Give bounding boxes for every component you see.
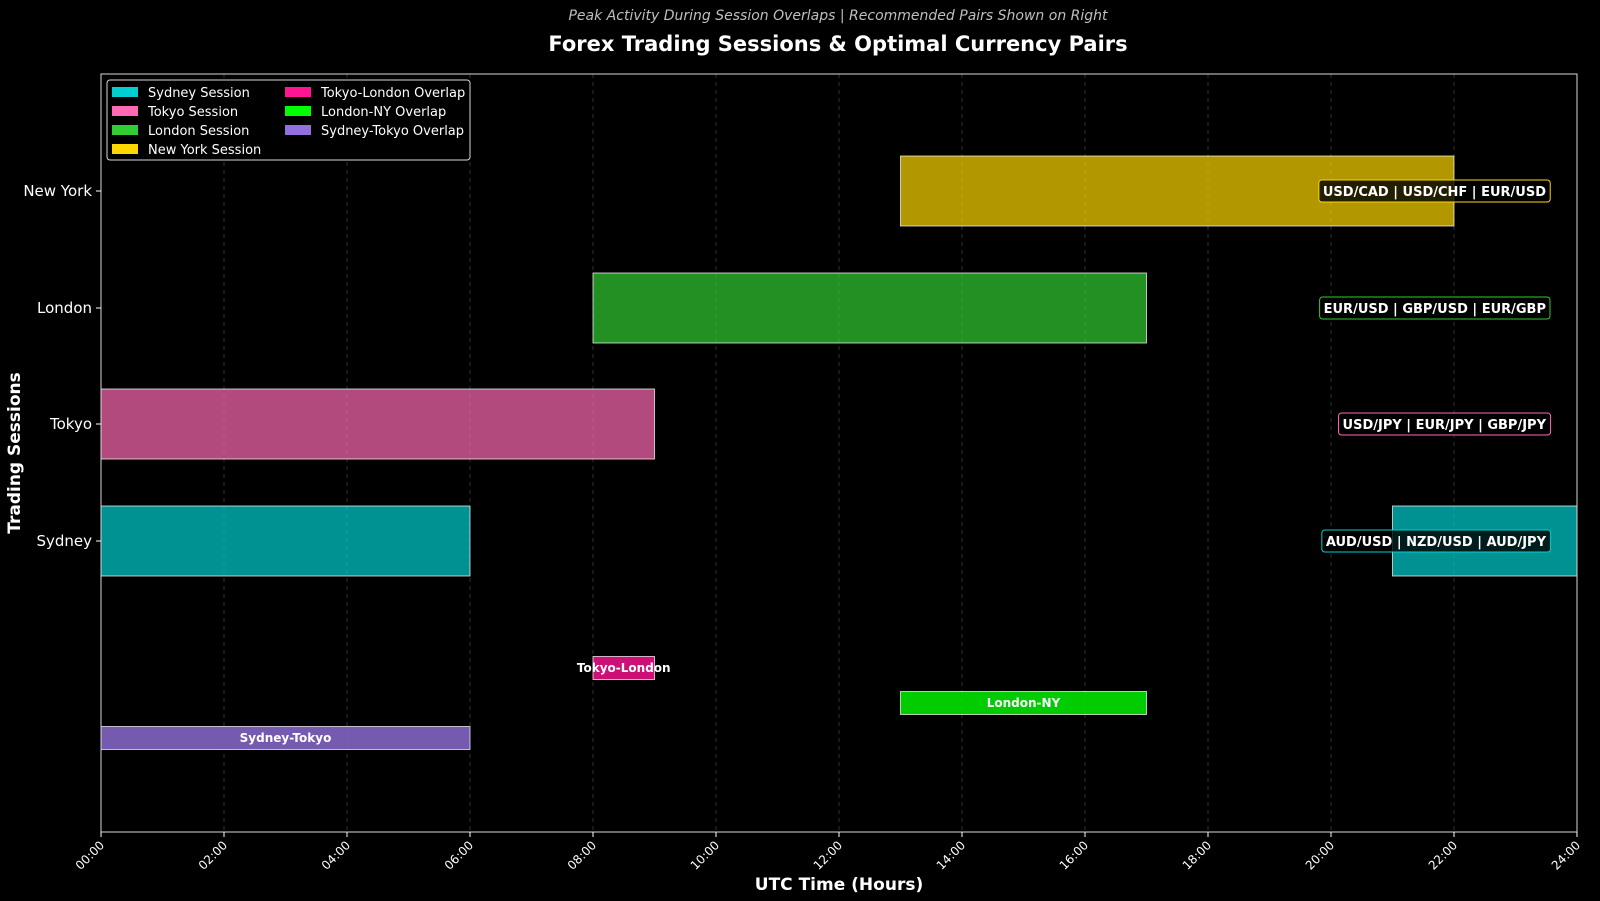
x-tick-label: 06:00 bbox=[442, 838, 476, 872]
y-tick-label: London bbox=[37, 299, 92, 317]
x-tick-label: 04:00 bbox=[319, 838, 353, 872]
legend-label-new-york-session: New York Session bbox=[148, 143, 261, 158]
y-tick-label: New York bbox=[23, 182, 92, 200]
x-axis-ticks: 00:00 02:00 04:00 06:00 08:00 10:00 12:00 14:00… bbox=[73, 832, 1583, 873]
x-tick-label: 10:00 bbox=[688, 838, 722, 872]
y-axis-ticks: Sydney Tokyo London New York bbox=[23, 182, 101, 550]
legend-swatch-new-york-session bbox=[112, 144, 138, 154]
overlap-bar-london-ny bbox=[900, 691, 1147, 715]
legend-swatch-tokyo-session bbox=[112, 106, 138, 116]
pair-labels: AUD/USD | NZD/USD | AUD/JPY USD/JPY | EUR… bbox=[1318, 179, 1552, 553]
legend-label-tokyo-session: Tokyo Session bbox=[147, 105, 238, 120]
x-tick-label: 24:00 bbox=[1549, 838, 1583, 872]
chart-title: Forex Trading Sessions & Optimal Currenc… bbox=[548, 32, 1127, 56]
pair-label-box bbox=[1318, 179, 1551, 203]
x-tick-label: 22:00 bbox=[1426, 838, 1460, 872]
legend-swatch-sydney-tokyo-overlap bbox=[285, 125, 311, 135]
x-tick-label: 02:00 bbox=[196, 838, 230, 872]
overlap-bars: Tokyo-London London-NY Sydney-Tokyo bbox=[100, 656, 1147, 750]
session-bar-tokyo bbox=[100, 388, 655, 460]
overlap-label-london-ny: London-NY bbox=[987, 696, 1061, 710]
legend-swatch-sydney-session bbox=[112, 87, 138, 97]
legend-label-sydney-tokyo-overlap: Sydney-Tokyo Overlap bbox=[321, 124, 464, 139]
x-tick-label: 12:00 bbox=[811, 838, 845, 872]
legend: Sydney Session Tokyo Session London Sessio… bbox=[106, 79, 471, 161]
chart-subtitle: Peak Activity During Session Overlaps | … bbox=[568, 8, 1108, 24]
x-tick-label: 14:00 bbox=[934, 838, 968, 872]
pair-label-tokyo: USD/JPY | EUR/JPY | GBP/JPY bbox=[1338, 412, 1552, 436]
legend-swatch-tokyo-london-overlap bbox=[285, 87, 311, 97]
y-tick-label: Sydney bbox=[36, 532, 92, 550]
pair-label-sydney: AUD/USD | NZD/USD | AUD/JPY bbox=[1321, 529, 1552, 553]
pair-label-london: EUR/USD | GBP/USD | EUR/GBP bbox=[1319, 296, 1551, 320]
session-bar-sydney bbox=[100, 505, 471, 577]
legend-label-sydney-session: Sydney Session bbox=[148, 86, 250, 101]
legend-swatch-london-session bbox=[112, 125, 138, 135]
pair-label-new-york: USD/CAD | USD/CHF | EUR/USD bbox=[1318, 179, 1551, 203]
legend-box bbox=[106, 79, 471, 161]
pair-label-box bbox=[1338, 412, 1552, 436]
pair-label-box bbox=[1321, 529, 1552, 553]
overlap-label-tokyo-london: Tokyo-London bbox=[577, 661, 671, 675]
overlap-bar-tokyo-london bbox=[592, 656, 655, 680]
pair-label-text: AUD/USD | NZD/USD | AUD/JPY bbox=[1326, 535, 1547, 550]
pair-label-text: USD/CAD | USD/CHF | EUR/USD bbox=[1323, 185, 1546, 200]
session-bars bbox=[100, 155, 1578, 577]
x-tick-label: 20:00 bbox=[1303, 838, 1337, 872]
pair-label-box bbox=[1319, 296, 1551, 320]
legend-label-london-ny-overlap: London-NY Overlap bbox=[321, 105, 446, 120]
pair-label-text: EUR/USD | GBP/USD | EUR/GBP bbox=[1324, 302, 1546, 317]
x-tick-label: 00:00 bbox=[73, 838, 107, 872]
y-tick-label: Tokyo bbox=[49, 415, 92, 433]
x-axis-title: UTC Time (Hours) bbox=[755, 875, 923, 895]
legend-swatch-london-ny-overlap bbox=[285, 106, 311, 116]
x-tick-label: 08:00 bbox=[565, 838, 599, 872]
overlap-label-sydney-tokyo: Sydney-Tokyo bbox=[240, 731, 332, 745]
y-axis-title: Trading Sessions bbox=[5, 372, 25, 534]
legend-label-tokyo-london-overlap: Tokyo-London Overlap bbox=[320, 86, 465, 101]
x-tick-label: 18:00 bbox=[1180, 838, 1214, 872]
session-bar-london bbox=[592, 272, 1147, 344]
legend-label-london-session: London Session bbox=[148, 124, 249, 139]
x-tick-label: 16:00 bbox=[1057, 838, 1091, 872]
pair-label-text: USD/JPY | EUR/JPY | GBP/JPY bbox=[1343, 418, 1547, 433]
